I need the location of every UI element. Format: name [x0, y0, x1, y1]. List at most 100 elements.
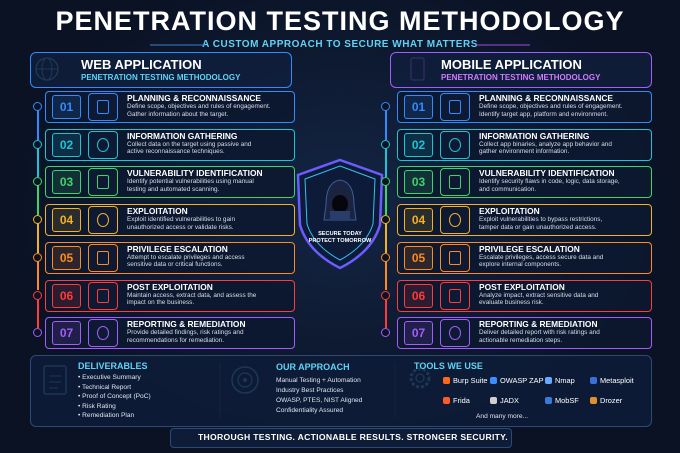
- step-dot: [33, 290, 42, 300]
- icon-glyph: [449, 137, 461, 152]
- step-title: PRIVILEGE ESCALATION: [127, 243, 228, 254]
- tool-name: Nmap: [555, 376, 575, 385]
- step-desc: Attempt to escalate privileges and acces…: [127, 253, 245, 261]
- tool-name: MobSF: [555, 396, 579, 405]
- step-desc: Gather information about the target.: [127, 110, 229, 118]
- step-number: 06: [52, 283, 81, 308]
- tool-icon: [490, 377, 497, 384]
- column-header: WEB APPLICATION PENETRATION TESTING METHO…: [30, 52, 292, 88]
- deliverable-item: • Risk Rating: [78, 402, 116, 410]
- step-icon: [440, 281, 470, 310]
- step-number: 01: [52, 95, 81, 119]
- approach-item: OWASP, PTES, NIST Aligned: [276, 397, 363, 404]
- step-dot: [33, 328, 42, 338]
- step-icon: [88, 281, 118, 310]
- step-icon: [440, 243, 470, 272]
- step-title: INFORMATION GATHERING: [479, 130, 590, 141]
- icon-glyph: [449, 250, 461, 265]
- step-desc: Collect data on the target using passive…: [127, 140, 252, 148]
- connector: [37, 147, 39, 178]
- step-row: [45, 317, 295, 350]
- step-desc: Maintain access, extract data, and asses…: [127, 291, 257, 299]
- section-title: DELIVERABLES: [78, 361, 148, 371]
- deliverable-item: • Technical Report: [78, 383, 132, 391]
- step-number: 07: [52, 321, 81, 346]
- connector: [37, 260, 39, 291]
- step-dot: [381, 139, 390, 149]
- tool-icon: [545, 397, 552, 404]
- step-number: 07: [404, 321, 433, 346]
- step-dot: [381, 215, 390, 225]
- step-row: [397, 166, 652, 199]
- tool-icon: [490, 397, 497, 404]
- step-title: PRIVILEGE ESCALATION: [479, 243, 580, 254]
- step-icon: [440, 206, 470, 235]
- step-title: VULNERABILITY IDENTIFICATION: [127, 168, 263, 179]
- icon-glyph: [449, 100, 461, 114]
- page-subtitle: A CUSTOM APPROACH TO SECURE WHAT MATTERS: [202, 39, 478, 50]
- step-desc: tamper data or gain unauthorized access.: [479, 223, 597, 231]
- step-icon: [440, 319, 470, 348]
- step-icon: [88, 243, 118, 272]
- tool-name: Frida: [453, 396, 470, 405]
- step-desc: testing and automated scanning.: [127, 186, 220, 193]
- step-number: 05: [52, 245, 81, 270]
- step-row: [45, 166, 295, 199]
- step-number: 02: [52, 132, 81, 157]
- icon-glyph: [97, 213, 109, 228]
- column-header: MOBILE APPLICATION PENETRATION TESTING ME…: [390, 52, 652, 88]
- icon-glyph: [97, 175, 109, 190]
- step-row: [45, 204, 295, 237]
- section-title: OUR APPROACH: [276, 362, 350, 372]
- step-desc: Collect app binaries, analyze app behavi…: [479, 140, 612, 148]
- icon-glyph: [449, 288, 461, 303]
- step-icon: [88, 168, 118, 197]
- step-row: [45, 91, 295, 123]
- tool-name: Metasploit: [600, 376, 634, 385]
- step-desc: active reconnaissance techniques.: [127, 148, 225, 156]
- step-number: 03: [52, 170, 81, 195]
- column-title: MOBILE APPLICATION: [441, 57, 582, 72]
- column-subtitle: PENETRATION TESTING METHODOLOGY: [81, 73, 241, 82]
- step-desc: Analyze impact, extract sensitive data a…: [479, 291, 599, 299]
- step-desc: Identify potential vulnerabilities using…: [127, 178, 254, 186]
- approach-item: Industry Best Practices: [276, 387, 344, 394]
- connector: [385, 147, 387, 178]
- step-icon: [440, 130, 470, 159]
- icon-glyph: [97, 100, 109, 114]
- bottom-panel: [30, 355, 652, 427]
- tool-name: Drozer: [600, 396, 623, 405]
- connector: [37, 185, 39, 216]
- connector: [385, 223, 387, 253]
- step-number: 04: [404, 208, 433, 233]
- step-dot: [381, 177, 390, 187]
- step-desc: recommendations for remediation.: [127, 336, 224, 344]
- step-desc: Exploit vulnerabilities to bypass restri…: [479, 216, 603, 224]
- step-row: [45, 279, 295, 312]
- step-title: PLANNING & RECONNAISSANCE: [127, 93, 262, 103]
- step-number: 03: [404, 170, 433, 195]
- step-title: POST EXPLOITATION: [127, 281, 213, 292]
- tool-icon: [443, 397, 450, 404]
- icon-glyph: [97, 326, 109, 341]
- connector: [385, 185, 387, 216]
- icon-glyph: [449, 175, 461, 190]
- step-number: 05: [404, 245, 433, 270]
- tool-name: Burp Suite: [453, 376, 488, 385]
- connector: [37, 110, 39, 140]
- step-icon: [440, 93, 470, 121]
- step-desc: Exploit identified vulnerabilities to ga…: [127, 216, 235, 224]
- step-dot: [381, 102, 390, 111]
- section-title: TOOLS WE USE: [414, 361, 483, 371]
- step-number: 02: [404, 132, 433, 157]
- connector: [37, 223, 39, 253]
- step-title: EXPLOITATION: [479, 206, 540, 217]
- step-row: [397, 241, 652, 274]
- tool-name: JADX: [500, 396, 519, 405]
- step-dot: [33, 252, 42, 262]
- step-icon: [88, 206, 118, 235]
- step-row: [397, 317, 652, 350]
- step-row: [397, 91, 652, 123]
- step-desc: sensitive data or critical functions.: [127, 261, 223, 269]
